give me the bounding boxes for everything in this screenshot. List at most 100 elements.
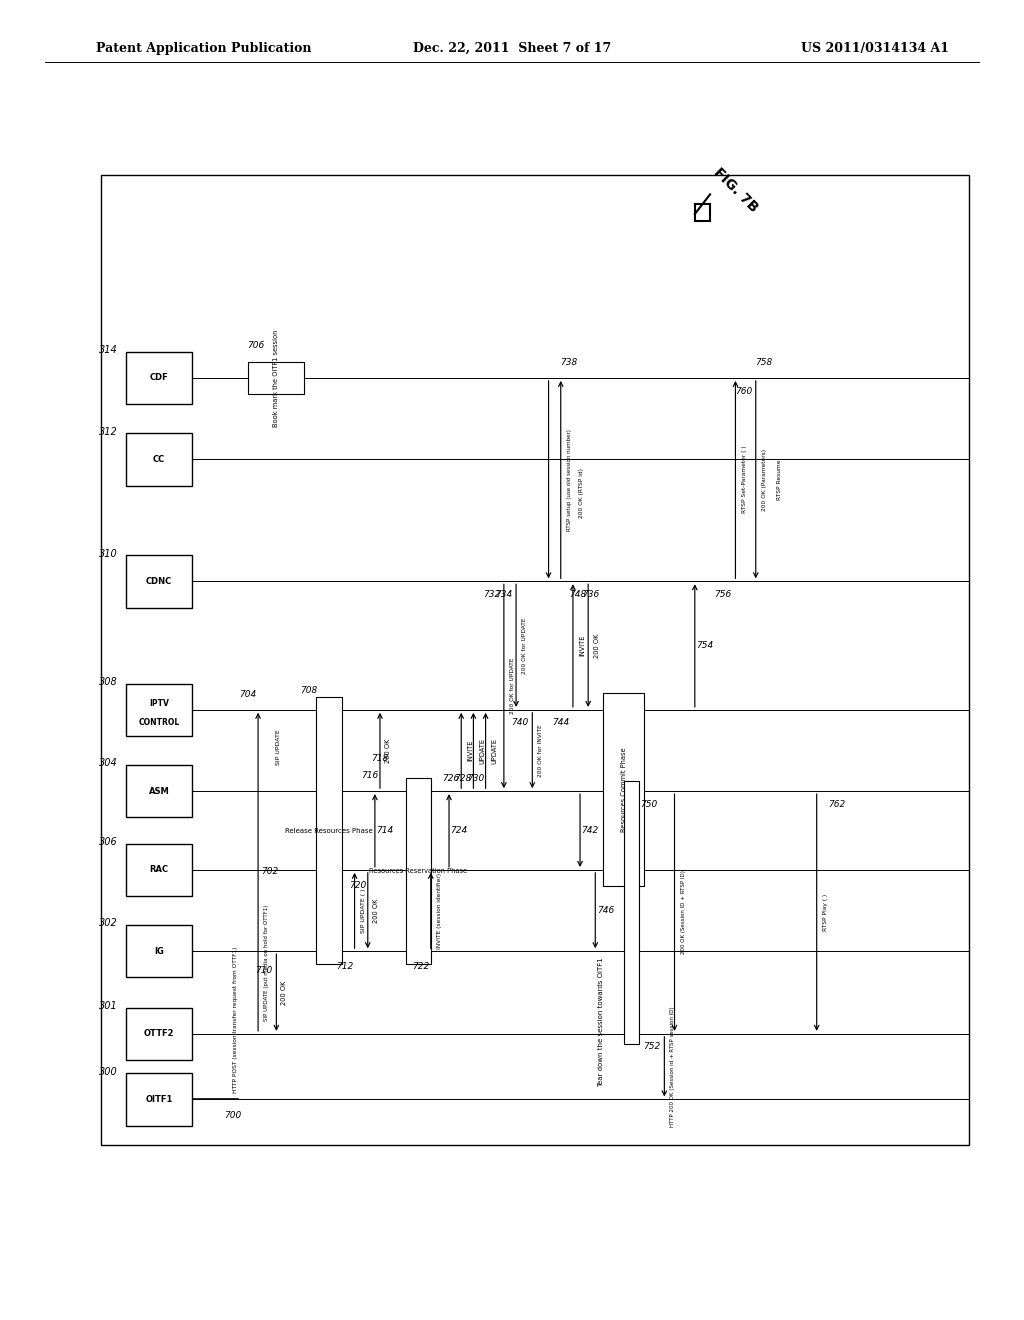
Text: RTSP Play ( ): RTSP Play ( ): [823, 894, 827, 931]
Text: 702: 702: [262, 867, 279, 876]
Text: 314: 314: [99, 346, 118, 355]
Text: ASM: ASM: [148, 787, 169, 796]
Text: UPDATE: UPDATE: [492, 738, 498, 763]
Text: 200 OK: 200 OK: [325, 818, 330, 842]
Text: 742: 742: [582, 826, 599, 836]
Text: 200 OK: 200 OK: [282, 981, 288, 1005]
Text: Book mark the OITF1 session: Book mark the OITF1 session: [272, 329, 279, 426]
Text: 744: 744: [552, 718, 569, 727]
Text: HTTP 200 OK (Session id + RTSP session ID): HTTP 200 OK (Session id + RTSP session I…: [671, 1006, 676, 1127]
Text: IPTV: IPTV: [150, 698, 169, 708]
Text: 748: 748: [569, 590, 587, 599]
Text: 200 OK: 200 OK: [594, 634, 600, 657]
Bar: [126, 556, 193, 607]
Bar: [248, 362, 304, 393]
Text: 726: 726: [442, 774, 460, 783]
Text: RTSP Set-Parameter ( ): RTSP Set-Parameter ( ): [741, 446, 746, 513]
Text: 720: 720: [349, 882, 367, 890]
Text: 706: 706: [248, 341, 264, 350]
Text: 310: 310: [99, 549, 118, 558]
Text: IG: IG: [155, 946, 164, 956]
Text: 718: 718: [372, 754, 388, 763]
Text: 304: 304: [99, 759, 118, 768]
Text: RTSP Resume: RTSP Resume: [777, 459, 782, 500]
Text: Resources Reservation Phase: Resources Reservation Phase: [370, 869, 468, 874]
Bar: [126, 764, 193, 817]
Text: 200 OK for UPDATE: 200 OK for UPDATE: [510, 657, 515, 714]
Text: SIP UPDATE (put media on hold for OTTF1): SIP UPDATE (put media on hold for OTTF1): [264, 904, 269, 1020]
Text: RTSP setup (use old session number): RTSP setup (use old session number): [567, 429, 571, 531]
Text: 710: 710: [256, 966, 272, 975]
Text: 732: 732: [483, 590, 501, 599]
Bar: [624, 780, 639, 1044]
Bar: [126, 1007, 193, 1060]
Text: 301: 301: [99, 1001, 118, 1011]
Text: CDF: CDF: [150, 374, 168, 383]
Text: 722: 722: [412, 962, 429, 972]
Text: 760: 760: [735, 387, 753, 396]
Text: 200 OK: 200 OK: [373, 899, 379, 923]
Text: 738: 738: [560, 358, 578, 367]
Text: 302: 302: [99, 919, 118, 928]
Text: 200 OK (Session ID + RTSP ID): 200 OK (Session ID + RTSP ID): [681, 871, 686, 954]
Text: Release Resources Phase: Release Resources Phase: [286, 828, 373, 833]
Text: 200 OK (Parameters): 200 OK (Parameters): [762, 449, 767, 511]
Text: 734: 734: [496, 590, 512, 599]
Text: INVITE (session identifier): INVITE (session identifier): [437, 873, 441, 949]
Text: 730: 730: [467, 774, 484, 783]
Text: 724: 724: [451, 826, 468, 836]
Text: FIG. 7B: FIG. 7B: [711, 165, 761, 215]
Text: Dec. 22, 2011  Sheet 7 of 17: Dec. 22, 2011 Sheet 7 of 17: [413, 42, 611, 55]
Text: 762: 762: [828, 800, 846, 809]
Text: 752: 752: [643, 1043, 660, 1052]
Text: 700: 700: [224, 1110, 242, 1119]
Text: 308: 308: [99, 677, 118, 686]
Text: UPDATE: UPDATE: [479, 738, 485, 763]
Text: SIP UPDATE ( ): SIP UPDATE ( ): [360, 888, 366, 933]
Text: 300: 300: [99, 1067, 118, 1077]
Text: RAC: RAC: [150, 866, 169, 874]
Bar: [126, 433, 193, 486]
Bar: [100, 174, 969, 1146]
Text: Tear down the session towards OITF1: Tear down the session towards OITF1: [598, 958, 604, 1088]
Text: OITF1: OITF1: [145, 1094, 173, 1104]
Bar: [316, 697, 342, 965]
Text: 312: 312: [99, 426, 118, 437]
Text: 306: 306: [99, 837, 118, 847]
Text: CC: CC: [153, 455, 165, 463]
Bar: [126, 684, 193, 737]
Text: Patent Application Publication: Patent Application Publication: [95, 42, 311, 55]
Text: Resources Commit Phase: Resources Commit Phase: [621, 747, 627, 832]
Text: 704: 704: [240, 689, 257, 698]
Text: 716: 716: [361, 771, 379, 780]
Text: CONTROL: CONTROL: [138, 718, 179, 727]
Text: 740: 740: [512, 718, 528, 727]
Text: SIP UPDATE: SIP UPDATE: [276, 730, 282, 766]
Text: 750: 750: [640, 800, 657, 809]
Text: 708: 708: [300, 685, 317, 694]
Text: HTTP POST (session transfer request from OTTF1): HTTP POST (session transfer request from…: [232, 946, 238, 1093]
Text: 758: 758: [756, 358, 772, 367]
Text: 736: 736: [583, 590, 600, 599]
Text: 200 OK for UPDATE: 200 OK for UPDATE: [522, 618, 527, 673]
Text: CDNC: CDNC: [146, 577, 172, 586]
Bar: [603, 693, 644, 886]
Bar: [406, 777, 431, 965]
Text: 756: 756: [715, 590, 732, 599]
Text: US 2011/0314134 A1: US 2011/0314134 A1: [801, 42, 949, 55]
Bar: [126, 351, 193, 404]
Text: 200 OK: 200 OK: [385, 738, 391, 763]
Text: 728: 728: [455, 774, 472, 783]
Text: 746: 746: [597, 906, 614, 915]
Text: 200 OK for INVITE: 200 OK for INVITE: [539, 725, 544, 777]
Text: 200 OK (RTSP id): 200 OK (RTSP id): [579, 467, 584, 517]
Text: OTTF2: OTTF2: [143, 1030, 174, 1039]
Bar: [126, 925, 193, 977]
Text: INVITE: INVITE: [579, 635, 585, 656]
Bar: [126, 843, 193, 896]
Text: INVITE: INVITE: [467, 739, 473, 762]
Text: 714: 714: [377, 826, 393, 836]
Text: 712: 712: [336, 962, 353, 972]
Bar: [126, 1073, 193, 1126]
Text: 754: 754: [696, 642, 714, 649]
